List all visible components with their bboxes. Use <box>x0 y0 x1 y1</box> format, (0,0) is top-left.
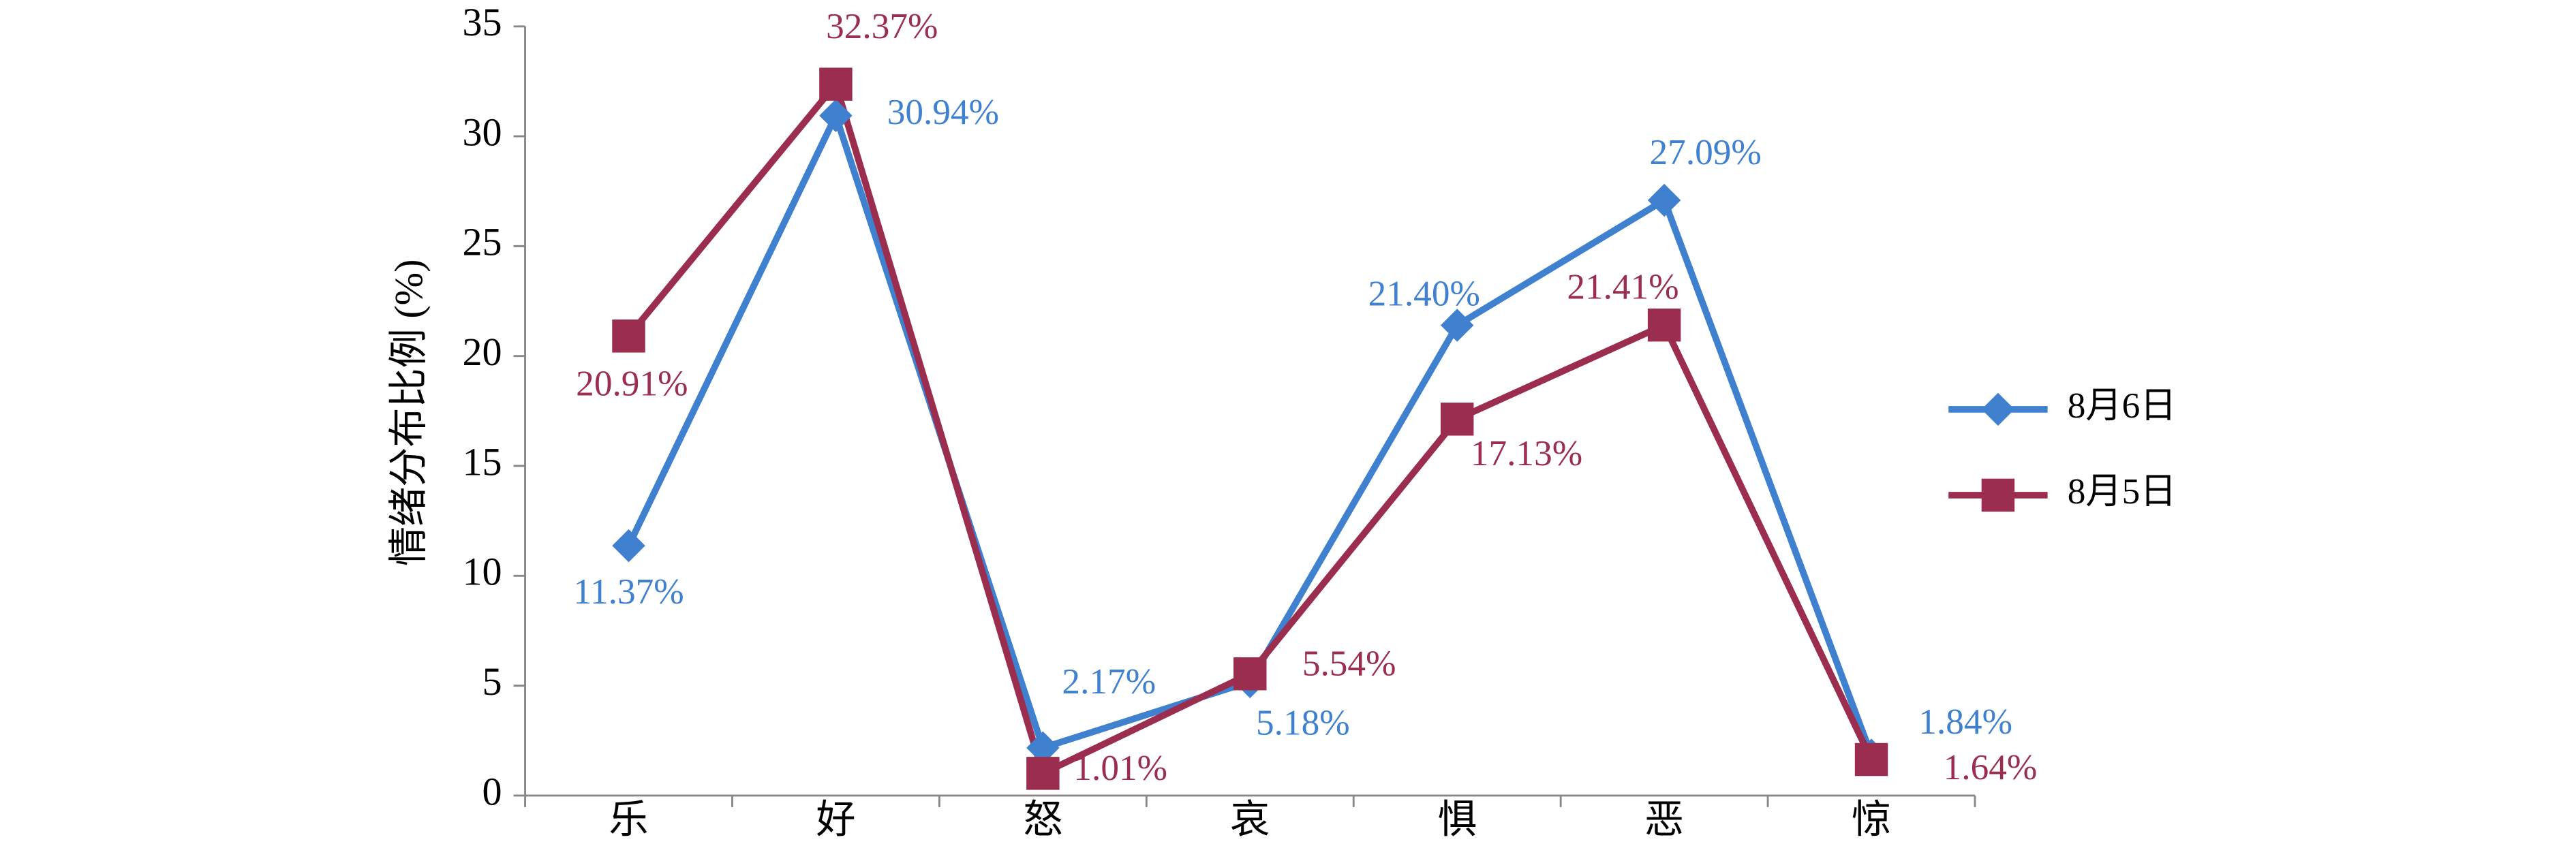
y-tick-label: 25 <box>462 220 502 264</box>
x-tick-label: 哀 <box>1230 797 1270 841</box>
y-axis-label: 情绪分布比例 (%) <box>386 259 431 566</box>
x-tick-label: 怒 <box>1023 797 1062 841</box>
marker <box>1026 757 1060 790</box>
legend-label: 8月6日 <box>2068 386 2177 426</box>
y-tick-label: 35 <box>462 0 502 44</box>
marker <box>612 529 645 563</box>
marker <box>1647 183 1681 217</box>
data-label: 20.91% <box>576 364 688 404</box>
y-tick-label: 5 <box>482 659 502 704</box>
y-tick-label: 0 <box>482 769 502 813</box>
marker <box>1440 309 1474 342</box>
data-label: 1.84% <box>1918 702 2012 742</box>
y-tick-label: 20 <box>462 330 502 374</box>
legend-marker <box>1981 478 2015 512</box>
data-label: 17.13% <box>1471 433 1582 473</box>
data-label: 21.41% <box>1567 267 1678 307</box>
marker <box>1647 308 1681 342</box>
x-tick-label: 好 <box>816 797 855 841</box>
data-label: 32.37% <box>826 6 938 46</box>
data-label: 5.54% <box>1302 644 1396 684</box>
data-label: 5.18% <box>1256 702 1350 742</box>
x-tick-label: 乐 <box>609 797 648 841</box>
data-label: 30.94% <box>887 92 999 132</box>
data-label: 2.17% <box>1062 661 1156 702</box>
data-label: 27.09% <box>1650 132 1762 172</box>
x-tick-label: 惊 <box>1852 797 1891 841</box>
legend-marker <box>1981 392 2015 426</box>
y-tick-label: 10 <box>462 550 502 594</box>
legend-label: 8月5日 <box>2068 471 2177 512</box>
marker <box>1233 657 1267 691</box>
data-label: 11.37% <box>573 571 684 612</box>
y-tick-label: 30 <box>462 110 502 154</box>
x-tick-label: 惧 <box>1437 797 1477 841</box>
data-label: 21.40% <box>1368 274 1480 314</box>
x-tick-label: 恶 <box>1644 797 1684 841</box>
marker <box>1854 742 1888 777</box>
marker <box>819 67 853 101</box>
marker <box>612 319 645 353</box>
data-label: 1.01% <box>1073 748 1167 788</box>
data-label: 1.64% <box>1944 747 2038 787</box>
y-tick-label: 15 <box>462 439 502 484</box>
marker <box>1440 403 1474 436</box>
